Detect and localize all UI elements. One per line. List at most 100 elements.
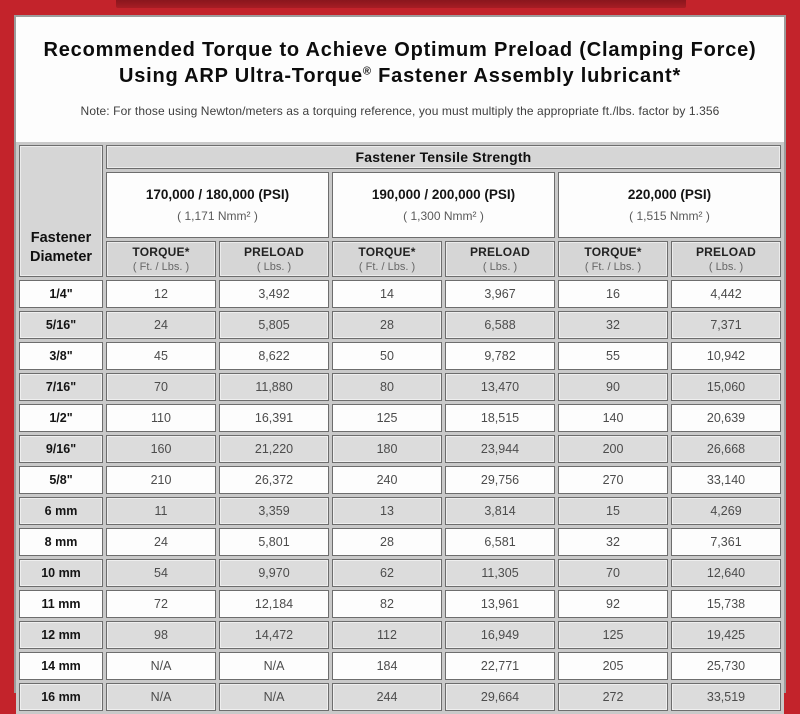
table-row: 9/16" 160 21,220 180 23,944 200 26,668 [19,435,781,463]
psi-label-1: 170,000 / 180,000 (PSI) [145,187,290,202]
value-cell: 70 [106,373,216,401]
value-cell: 11,880 [219,373,329,401]
value-cell: 28 [332,528,442,556]
row-label-cell: 14 mm [19,652,103,680]
value-cell: 33,140 [671,466,781,494]
table-row: 5/16" 24 5,805 28 6,588 32 7,371 [19,311,781,339]
column-header-unit: ( Lbs. ) [482,261,518,273]
conversion-note: Note: For those using Newton/meters as a… [80,104,720,119]
psi-group-cell-3: 220,000 (PSI) ( 1,515 Nmm² ) [558,172,781,238]
value-cell: 45 [106,342,216,370]
value-cell: 15 [558,497,668,525]
corner-label-line1: Fastener [30,230,92,247]
value-cell: 272 [558,683,668,711]
value-cell: 20,639 [671,404,781,432]
row-label-cell: 16 mm [19,683,103,711]
value-cell: 29,664 [445,683,555,711]
value-cell: 92 [558,590,668,618]
value-cell: 14,472 [219,621,329,649]
table-row: 7/16" 70 11,880 80 13,470 90 15,060 [19,373,781,401]
title-line-2-tail: Fastener Assembly lubricant* [371,64,682,87]
value-cell: 54 [106,559,216,587]
psi-label-3: 220,000 (PSI) [627,187,712,202]
table-row: 8 mm 24 5,801 28 6,581 32 7,361 [19,528,781,556]
value-cell: 82 [332,590,442,618]
value-cell: 55 [558,342,668,370]
value-cell: 18,515 [445,404,555,432]
nmm-label-2: ( 1,300 Nmm² ) [403,209,484,223]
psi-label-2: 190,000 / 200,000 (PSI) [371,187,516,202]
preload-column-header-2: PRELOAD ( Lbs. ) [445,241,555,277]
column-header-label: PRELOAD [243,245,305,259]
table-row: 14 mm N/A N/A 184 22,771 205 25,730 [19,652,781,680]
panel-header: Recommended Torque to Achieve Optimum Pr… [16,38,784,118]
value-cell: 33,519 [671,683,781,711]
value-cell: 26,668 [671,435,781,463]
value-cell: 9,970 [219,559,329,587]
column-header-label: TORQUE* [584,245,642,259]
value-cell: 12,640 [671,559,781,587]
column-header-unit: ( Ft. / Lbs. ) [132,261,190,273]
row-label-cell: 8 mm [19,528,103,556]
value-cell: 29,756 [445,466,555,494]
value-cell: 70 [558,559,668,587]
value-cell: 24 [106,528,216,556]
row-label-cell: 6 mm [19,497,103,525]
value-cell: 10,942 [671,342,781,370]
value-cell: 13 [332,497,442,525]
value-cell: 160 [106,435,216,463]
table-row: 16 mm N/A N/A 244 29,664 272 33,519 [19,683,781,711]
value-cell: 32 [558,311,668,339]
value-cell: 12,184 [219,590,329,618]
value-cell: N/A [219,652,329,680]
content-panel: Recommended Torque to Achieve Optimum Pr… [14,15,786,714]
value-cell: 50 [332,342,442,370]
value-cell: 200 [558,435,668,463]
value-cell: 16,391 [219,404,329,432]
value-cell: 12 [106,280,216,308]
row-label-cell: 5/8" [19,466,103,494]
row-label-cell: 12 mm [19,621,103,649]
column-header-label: TORQUE* [132,245,190,259]
top-shadow-stripe [116,0,686,8]
value-cell: 32 [558,528,668,556]
value-cell: 25,730 [671,652,781,680]
value-cell: 125 [558,621,668,649]
value-cell: 80 [332,373,442,401]
torque-column-header-3: TORQUE* ( Ft. / Lbs. ) [558,241,668,277]
value-cell: 3,814 [445,497,555,525]
row-label-cell: 1/2" [19,404,103,432]
table-row: 6 mm 11 3,359 13 3,814 15 4,269 [19,497,781,525]
psi-group-cell-1: 170,000 / 180,000 (PSI) ( 1,171 Nmm² ) [106,172,329,238]
value-cell: 125 [332,404,442,432]
psi-group-cell-2: 190,000 / 200,000 (PSI) ( 1,300 Nmm² ) [332,172,555,238]
tensile-strength-header: Fastener Tensile Strength [106,145,781,169]
value-cell: 98 [106,621,216,649]
value-cell: 21,220 [219,435,329,463]
value-cell: 90 [558,373,668,401]
table-row: 1/4" 12 3,492 14 3,967 16 4,442 [19,280,781,308]
value-cell: 270 [558,466,668,494]
page-title: Recommended Torque to Achieve Optimum Pr… [16,38,784,89]
value-cell: 14 [332,280,442,308]
value-cell: 62 [332,559,442,587]
column-header-label: PRELOAD [695,245,757,259]
value-cell: 3,492 [219,280,329,308]
torque-column-header-2: TORQUE* ( Ft. / Lbs. ) [332,241,442,277]
nmm-label-3: ( 1,515 Nmm² ) [629,209,710,223]
value-cell: 9,782 [445,342,555,370]
value-cell: 6,581 [445,528,555,556]
value-cell: 180 [332,435,442,463]
column-header-label: PRELOAD [469,245,531,259]
value-cell: 210 [106,466,216,494]
column-header-label: TORQUE* [358,245,416,259]
value-cell: 110 [106,404,216,432]
torque-column-header-1: TORQUE* ( Ft. / Lbs. ) [106,241,216,277]
value-cell: 5,805 [219,311,329,339]
column-header-unit: ( Ft. / Lbs. ) [358,261,416,273]
value-cell: 4,442 [671,280,781,308]
value-cell: 7,371 [671,311,781,339]
psi-header-row: 170,000 / 180,000 (PSI) ( 1,171 Nmm² ) 1… [19,172,781,238]
value-cell: 112 [332,621,442,649]
